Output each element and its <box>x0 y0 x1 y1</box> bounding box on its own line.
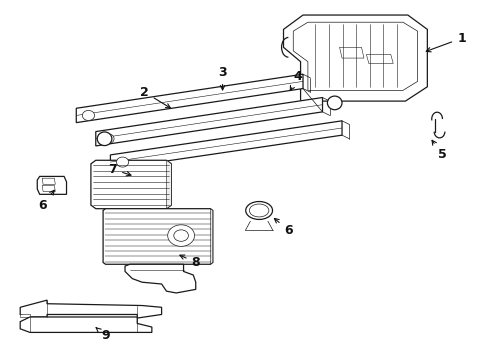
Polygon shape <box>166 160 171 209</box>
Ellipse shape <box>82 111 94 121</box>
Text: 2: 2 <box>140 86 170 108</box>
Polygon shape <box>42 178 55 184</box>
Polygon shape <box>37 176 66 194</box>
Polygon shape <box>103 209 212 264</box>
Ellipse shape <box>249 204 268 217</box>
Text: 5: 5 <box>431 140 446 161</box>
Polygon shape <box>125 264 195 293</box>
Text: 6: 6 <box>274 219 292 237</box>
Polygon shape <box>20 315 30 317</box>
Polygon shape <box>110 121 341 169</box>
Ellipse shape <box>102 134 114 144</box>
Ellipse shape <box>173 230 188 241</box>
Ellipse shape <box>97 132 112 145</box>
Text: 9: 9 <box>96 328 110 342</box>
Polygon shape <box>339 47 363 58</box>
Polygon shape <box>293 22 417 90</box>
Polygon shape <box>20 317 152 332</box>
Text: 7: 7 <box>108 163 131 176</box>
Text: 8: 8 <box>180 255 200 269</box>
Polygon shape <box>210 209 212 264</box>
Polygon shape <box>96 98 322 146</box>
Text: 1: 1 <box>426 32 465 52</box>
Polygon shape <box>91 160 171 209</box>
Polygon shape <box>20 300 161 318</box>
Text: 4: 4 <box>290 69 302 90</box>
Ellipse shape <box>327 96 341 110</box>
Polygon shape <box>283 15 427 101</box>
Polygon shape <box>366 54 392 63</box>
Ellipse shape <box>116 157 128 167</box>
Text: 3: 3 <box>218 66 226 90</box>
Text: 6: 6 <box>38 190 54 212</box>
Ellipse shape <box>245 202 272 220</box>
Polygon shape <box>76 74 303 123</box>
Ellipse shape <box>167 225 194 246</box>
Polygon shape <box>42 185 55 192</box>
